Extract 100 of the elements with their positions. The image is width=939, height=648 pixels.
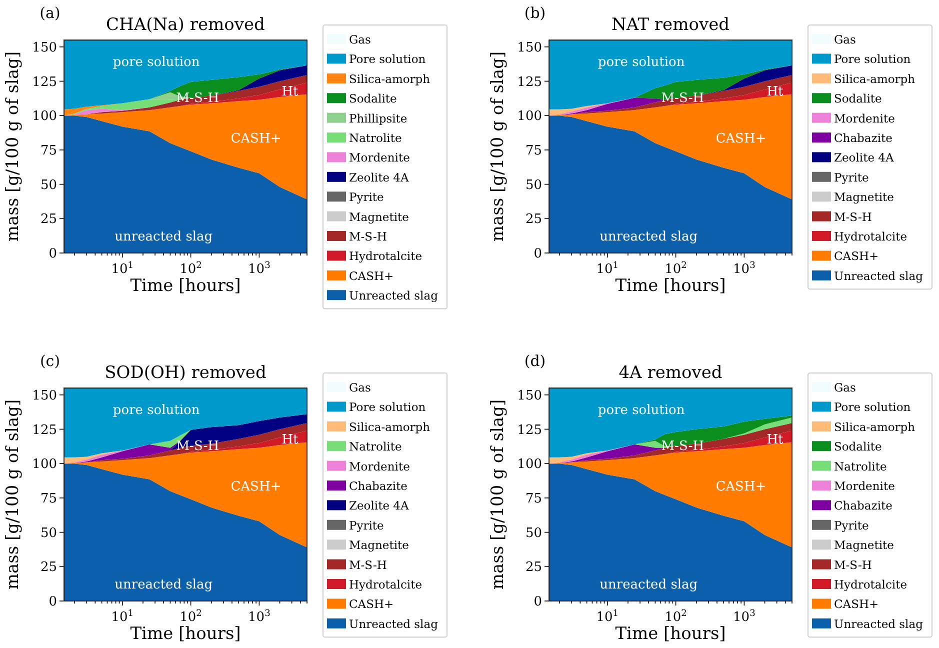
legend-label: Pyrite <box>349 518 384 532</box>
y-tick-label: 25 <box>525 560 542 576</box>
chart-title: NAT removed <box>611 15 730 35</box>
y-tick-label: 125 <box>517 422 542 438</box>
legend-label: Sodalite <box>349 92 397 106</box>
y-tick-label: 25 <box>40 212 57 228</box>
legend-label: Natrolite <box>834 459 887 474</box>
y-tick-label: 50 <box>525 526 542 541</box>
y-tick-label: 100 <box>517 109 542 124</box>
annotation: pore solution <box>112 402 200 418</box>
x-tick-label: 10$^{2}$ <box>180 261 202 277</box>
x-axis-title: Time [hours] <box>615 276 726 296</box>
x-tick-label: 10$^{3}$ <box>248 609 271 625</box>
y-tick-label: 75 <box>40 491 57 506</box>
legend-label: Pore solution <box>349 52 426 66</box>
legend-label: Pyrite <box>349 190 384 204</box>
annotation: Ht <box>282 84 300 100</box>
legend-label: Magnetite <box>834 190 894 204</box>
annotation: CASH+ <box>716 132 766 147</box>
annotation: Ht <box>766 432 784 448</box>
y-tick-label: 0 <box>48 246 57 262</box>
legend-label: Hydrotalcite <box>349 249 422 264</box>
legend-label: Mordenite <box>834 479 896 493</box>
legend-label: M-S-H <box>349 230 387 244</box>
x-tick-label: 10$^{1}$ <box>111 261 134 277</box>
chart-title: 4A removed <box>618 363 722 383</box>
legend-label: Zeolite 4A <box>349 170 410 184</box>
legend-label: Magnetite <box>834 538 894 552</box>
legend-label: Gas <box>834 380 856 394</box>
legend-label: Hydrotalcite <box>834 578 908 592</box>
y-tick-label: 150 <box>517 388 542 404</box>
annotation: unreacted slag <box>114 578 213 593</box>
legend-label: Silica-amorph <box>834 72 916 86</box>
text: (d) <box>524 352 546 370</box>
legend-label: Zeolite 4A <box>349 498 410 513</box>
y-tick-label: 75 <box>525 143 542 158</box>
text: (a) <box>40 4 60 22</box>
x-tick-label: 10$^{3}$ <box>248 261 271 277</box>
legend-label: Pyrite <box>834 518 870 532</box>
x-tick-label: 10$^{2}$ <box>664 609 687 625</box>
y-tick-label: 100 <box>32 457 57 472</box>
y-tick-label: 75 <box>40 143 57 158</box>
legend-label: Mordenite <box>349 150 410 165</box>
y-axis-title: mass [g/100 g of slag] <box>3 51 23 242</box>
y-tick-label: 50 <box>40 178 57 193</box>
chart-title: SOD(OH) removed <box>104 363 266 383</box>
x-axis-title: Time [hours] <box>130 624 241 644</box>
legend-label: M-S-H <box>349 558 387 572</box>
legend-label: Gas <box>349 32 372 46</box>
y-tick-label: 150 <box>32 388 57 404</box>
x-tick-label: 10$^{3}$ <box>733 261 756 277</box>
y-tick-label: 75 <box>525 491 542 506</box>
x-tick-label: 10$^{1}$ <box>596 261 619 277</box>
y-tick-label: 150 <box>32 40 57 56</box>
y-tick-label: 100 <box>517 457 542 472</box>
legend-label: M-S-H <box>834 210 872 224</box>
chart-title: CHA(Na) removed <box>106 15 266 35</box>
y-tick-label: 100 <box>32 109 57 124</box>
annotation: pore solution <box>598 402 686 418</box>
x-axis-title: Time [hours] <box>130 276 241 296</box>
y-tick-label: 125 <box>32 74 57 90</box>
legend-label: Unreacted slag <box>349 616 439 631</box>
legend-label: Natrolite <box>349 440 402 454</box>
y-axis-title: mass [g/100 g of slag] <box>488 399 508 590</box>
legend-label: Chabazite <box>834 131 893 145</box>
legend-label: CASH+ <box>834 249 879 264</box>
x-tick-label: 10$^{3}$ <box>733 609 756 625</box>
legend-label: Sodalite <box>834 92 882 106</box>
annotation: unreacted slag <box>114 230 213 245</box>
y-tick-label: 0 <box>534 246 542 262</box>
y-axis-title: mass [g/100 g of slag] <box>3 399 23 590</box>
y-tick-label: 25 <box>525 212 542 228</box>
text: (c) <box>40 352 60 370</box>
legend-label: CASH+ <box>349 597 394 612</box>
x-tick-label: 10$^{1}$ <box>111 609 134 625</box>
legend-label: Pore solution <box>349 400 426 414</box>
y-tick-label: 25 <box>40 560 57 576</box>
annotation: unreacted slag <box>600 578 698 593</box>
legend-label: Silica-amorph <box>349 420 431 434</box>
x-tick-label: 10$^{2}$ <box>664 261 687 277</box>
legend-label: Unreacted slag <box>349 288 439 303</box>
legend-label: Zeolite 4A <box>834 150 894 165</box>
annotation: pore solution <box>112 54 200 70</box>
legend-label: Phillipsite <box>349 111 408 126</box>
legend-label: Natrolite <box>349 131 402 145</box>
legend-label: Hydrotalcite <box>349 578 422 592</box>
legend-label: Sodalite <box>834 440 882 454</box>
y-tick-label: 50 <box>525 178 542 193</box>
y-tick-label: 0 <box>48 594 57 610</box>
legend-label: Gas <box>349 380 372 394</box>
legend-label: Chabazite <box>834 498 893 513</box>
x-axis-title: Time [hours] <box>615 624 726 644</box>
legend-label: Mordenite <box>349 459 410 474</box>
annotation: Ht <box>282 432 300 448</box>
annotation: pore solution <box>598 54 686 70</box>
y-tick-label: 150 <box>517 40 542 56</box>
text: (b) <box>524 4 546 22</box>
legend-label: Hydrotalcite <box>834 230 908 244</box>
legend-label: M-S-H <box>834 558 872 572</box>
y-tick-label: 50 <box>40 526 57 541</box>
